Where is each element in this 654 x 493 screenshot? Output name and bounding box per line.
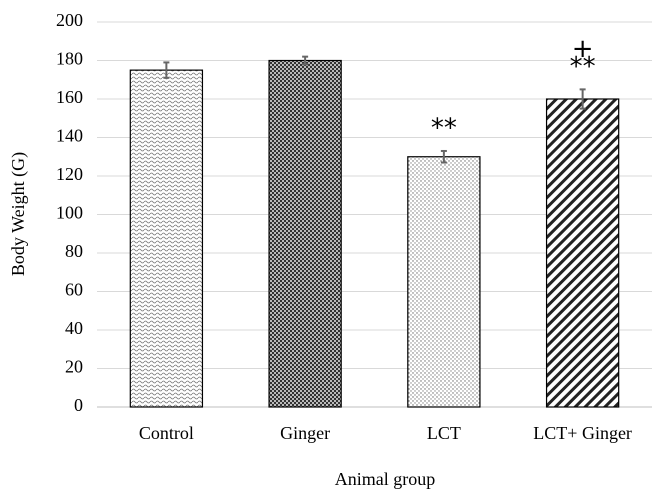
y-tick-label: 180	[56, 49, 83, 69]
bar	[129, 69, 204, 408]
bar	[407, 156, 481, 408]
x-tick-label: LCT+ Ginger	[533, 423, 632, 443]
error-bar	[440, 149, 447, 164]
x-tick-label: Control	[139, 423, 194, 443]
x-tick-label: Ginger	[280, 423, 330, 443]
annotation: **	[570, 52, 596, 82]
y-tick-label: 60	[65, 280, 83, 300]
y-tick-label: 20	[65, 357, 83, 377]
x-tick-label: LCT	[427, 423, 461, 443]
bar	[268, 59, 342, 408]
y-tick-label: 100	[56, 203, 83, 223]
y-axis-label: Body Weight (G)	[8, 152, 29, 276]
x-axis-label: Animal group	[335, 469, 436, 489]
y-tick-label: 80	[65, 241, 83, 261]
y-tick-label: 120	[56, 164, 83, 184]
error-bar	[163, 61, 170, 79]
error-bar	[579, 88, 586, 110]
y-tick-label: 0	[74, 395, 83, 415]
y-tick-label: 160	[56, 87, 83, 107]
y-tick-label: 40	[65, 318, 83, 338]
bar	[545, 98, 620, 408]
annotation: **	[431, 113, 457, 143]
annotation: +	[572, 34, 594, 64]
y-tick-label: 140	[56, 126, 83, 146]
error-bar	[302, 55, 309, 66]
y-tick-label: 200	[56, 10, 83, 30]
